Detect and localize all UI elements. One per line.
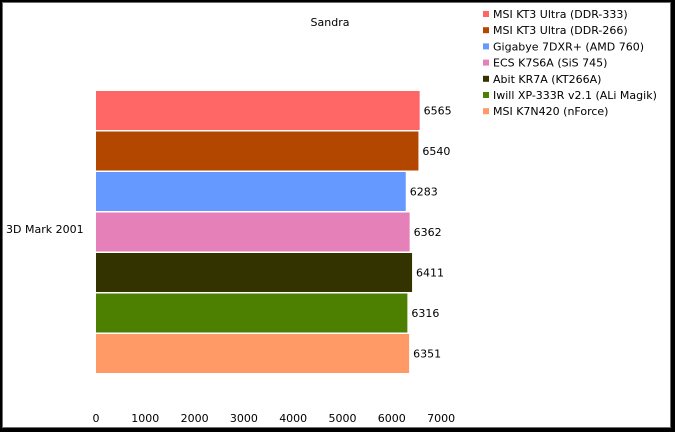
x-tick-label-2: 2000 bbox=[181, 412, 209, 425]
x-tick-label-5: 5000 bbox=[329, 412, 357, 425]
data-label-7: 6351 bbox=[413, 348, 441, 361]
legend-swatch-6 bbox=[483, 92, 489, 98]
data-label-1: 6565 bbox=[424, 105, 452, 118]
x-tick-label-4: 4000 bbox=[279, 412, 307, 425]
legend-swatch-4 bbox=[483, 59, 489, 66]
bar-4 bbox=[96, 212, 410, 252]
category-label: 3D Mark 2001 bbox=[6, 223, 84, 236]
legend-label-2: MSI KT3 Ultra (DDR-266) bbox=[493, 24, 628, 37]
data-label-3: 6283 bbox=[410, 186, 438, 199]
legend-swatch-5 bbox=[483, 75, 489, 82]
legend-label-4: ECS K7S6A (SiS 745) bbox=[493, 57, 607, 70]
legend-label-6: Iwill XP-333R v2.1 (ALi Magik) bbox=[493, 89, 657, 102]
legend-swatch-7 bbox=[483, 108, 489, 115]
bar-5 bbox=[96, 253, 413, 292]
x-tick-label-1: 1000 bbox=[131, 412, 159, 425]
bar-2 bbox=[96, 131, 419, 171]
x-tick-label-7: 7000 bbox=[427, 412, 455, 425]
bar-3 bbox=[96, 172, 406, 211]
legend-label-1: MSI KT3 Ultra (DDR-333) bbox=[493, 8, 628, 21]
bar-7 bbox=[96, 334, 410, 373]
legend-swatch-2 bbox=[483, 27, 489, 34]
legend-label-5: Abit KR7A (KT266A) bbox=[493, 73, 601, 86]
chart-title: Sandra bbox=[311, 16, 350, 29]
bar-1 bbox=[96, 91, 420, 130]
x-tick-label-0: 0 bbox=[93, 412, 100, 425]
legend-label-3: Gigabye 7DXR+ (AMD 760) bbox=[493, 40, 644, 53]
data-label-6: 6316 bbox=[411, 307, 439, 320]
data-label-4: 6362 bbox=[414, 226, 442, 239]
bar-6 bbox=[96, 293, 408, 333]
legend-label-7: MSI K7N420 (nForce) bbox=[493, 105, 608, 118]
data-label-5: 6411 bbox=[416, 267, 444, 280]
x-tick-label-6: 6000 bbox=[378, 412, 406, 425]
data-label-2: 6540 bbox=[422, 145, 450, 158]
legend-swatch-3 bbox=[483, 43, 489, 50]
legend-swatch-1 bbox=[483, 11, 489, 17]
x-tick-label-3: 3000 bbox=[230, 412, 258, 425]
